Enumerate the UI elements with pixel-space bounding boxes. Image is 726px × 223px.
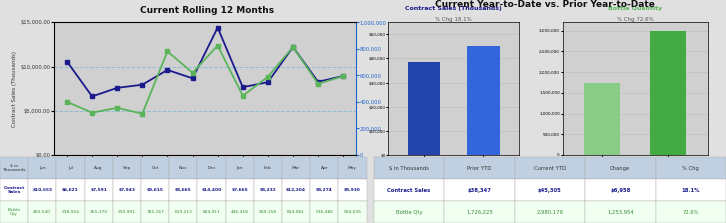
Text: % Chg 72.6%: % Chg 72.6% xyxy=(617,17,653,22)
Bar xyxy=(584,83,621,155)
Y-axis label: Bottle Qty: Bottle Qty xyxy=(390,75,394,102)
Text: Contract Sales (Thousands): Contract Sales (Thousands) xyxy=(405,6,502,10)
Bar xyxy=(408,62,441,155)
Bar xyxy=(650,31,686,155)
Text: Bottle Quantity: Bottle Quantity xyxy=(608,6,662,10)
Y-axis label: Contract Sales (Thousands): Contract Sales (Thousands) xyxy=(12,51,17,127)
Text: % Chg 18.1%: % Chg 18.1% xyxy=(436,17,472,22)
Text: Current Year-to-Date vs. Prior Year-to-Date: Current Year-to-Date vs. Prior Year-to-D… xyxy=(435,0,654,9)
Bar xyxy=(467,46,499,155)
Text: Current Rolling 12 Months: Current Rolling 12 Months xyxy=(140,6,274,14)
